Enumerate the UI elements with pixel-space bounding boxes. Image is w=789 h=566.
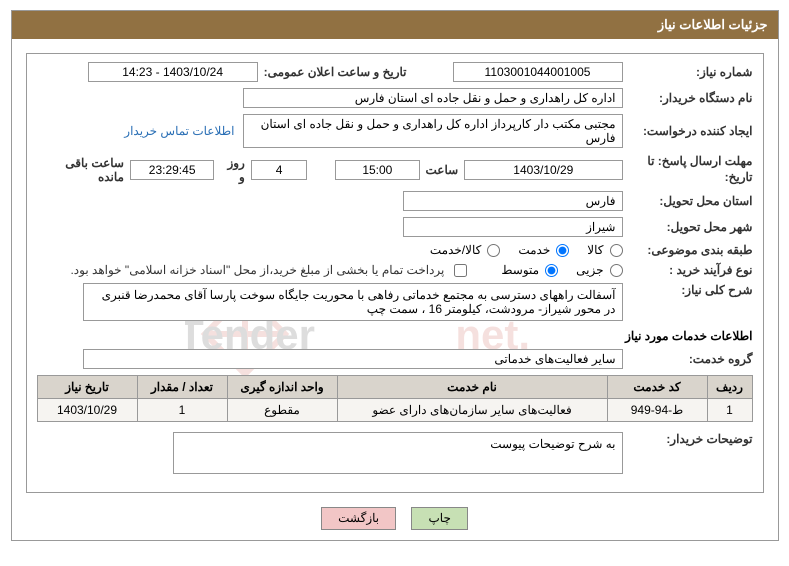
deadline-date: 1403/10/29 bbox=[464, 160, 622, 180]
announce-label: تاریخ و ساعت اعلان عمومی: bbox=[258, 65, 413, 79]
radio-medium[interactable] bbox=[545, 264, 558, 277]
radio-goods-label: کالا bbox=[587, 243, 603, 257]
deadline-remain-label: ساعت باقی مانده bbox=[36, 156, 130, 184]
row-need-desc: شرح کلی نیاز: آسفالت راههای دسترسی به مج… bbox=[37, 283, 753, 321]
services-section-title: اطلاعات خدمات مورد نیاز bbox=[37, 329, 753, 343]
th-code: کد خدمت bbox=[607, 376, 707, 399]
need-desc-label: شرح کلی نیاز: bbox=[623, 283, 753, 297]
panel-title: جزئیات اطلاعات نیاز bbox=[658, 17, 768, 32]
td-qty: 1 bbox=[137, 399, 227, 422]
radio-service[interactable] bbox=[556, 244, 569, 257]
service-group-value: سایر فعالیت‌های خدماتی bbox=[83, 349, 623, 369]
radio-goods[interactable] bbox=[610, 244, 623, 257]
th-qty: تعداد / مقدار bbox=[137, 376, 227, 399]
row-category: طبقه بندی موضوعی: کالا خدمت کالا/خدمت bbox=[37, 243, 753, 257]
row-buyer-notes: توضیحات خریدار: به شرح توضیحات پیوست bbox=[37, 432, 753, 474]
need-number-label: شماره نیاز: bbox=[623, 65, 753, 79]
requester-label: ایجاد کننده درخواست: bbox=[623, 124, 753, 138]
deadline-time-label: ساعت bbox=[420, 163, 465, 177]
buyer-notes-value: به شرح توضیحات پیوست bbox=[173, 432, 623, 474]
td-unit: مقطوع bbox=[227, 399, 337, 422]
need-number-value: 1103001044001005 bbox=[453, 62, 623, 82]
need-desc-value: آسفالت راههای دسترسی به مجتمع خدماتی رفا… bbox=[83, 283, 623, 321]
row-city: شهر محل تحویل: شیراز bbox=[37, 217, 753, 237]
deadline-countdown: 23:29:45 bbox=[130, 160, 214, 180]
treasury-note: پرداخت تمام یا بخشی از مبلغ خرید،از محل … bbox=[70, 263, 450, 277]
th-date: تاریخ نیاز bbox=[37, 376, 137, 399]
city-label: شهر محل تحویل: bbox=[623, 220, 753, 234]
row-need-number: شماره نیاز: 1103001044001005 تاریخ و ساع… bbox=[37, 62, 753, 82]
radio-service-label: خدمت bbox=[518, 243, 550, 257]
buyer-org-label: نام دستگاه خریدار: bbox=[623, 91, 753, 105]
row-requester: ایجاد کننده درخواست: مجتبی مکتب دار کارپ… bbox=[37, 114, 753, 148]
main-panel: جزئیات اطلاعات نیاز AriaTender .net شمار… bbox=[11, 10, 779, 541]
deadline-days: 4 bbox=[251, 160, 308, 180]
radio-both-label: کالا/خدمت bbox=[430, 243, 481, 257]
category-label: طبقه بندی موضوعی: bbox=[623, 243, 753, 257]
panel-header: جزئیات اطلاعات نیاز bbox=[12, 11, 778, 39]
td-row: 1 bbox=[707, 399, 752, 422]
contact-link[interactable]: اطلاعات تماس خریدار bbox=[124, 124, 242, 138]
province-value: فارس bbox=[403, 191, 623, 211]
table-header-row: ردیف کد خدمت نام خدمت واحد اندازه گیری ت… bbox=[37, 376, 752, 399]
radio-both[interactable] bbox=[487, 244, 500, 257]
td-name: فعالیت‌های سایر سازمان‌های دارای عضو bbox=[337, 399, 607, 422]
buyer-notes-label: توضیحات خریدار: bbox=[623, 432, 753, 446]
purchase-type-label: نوع فرآیند خرید : bbox=[623, 263, 753, 277]
td-code: ط-94-949 bbox=[607, 399, 707, 422]
td-date: 1403/10/29 bbox=[37, 399, 137, 422]
buyer-org-value: اداره کل راهداری و حمل و نقل جاده ای است… bbox=[243, 88, 623, 108]
print-button[interactable]: چاپ bbox=[411, 507, 467, 530]
table-row: 1 ط-94-949 فعالیت‌های سایر سازمان‌های دا… bbox=[37, 399, 752, 422]
province-label: استان محل تحویل: bbox=[623, 194, 753, 208]
th-unit: واحد اندازه گیری bbox=[227, 376, 337, 399]
th-name: نام خدمت bbox=[337, 376, 607, 399]
radio-medium-label: متوسط bbox=[501, 263, 539, 277]
back-button[interactable]: بازگشت bbox=[321, 507, 396, 530]
city-value: شیراز bbox=[403, 217, 623, 237]
th-row: ردیف bbox=[707, 376, 752, 399]
deadline-time: 15:00 bbox=[335, 160, 419, 180]
button-row: چاپ بازگشت bbox=[12, 507, 778, 530]
services-table: ردیف کد خدمت نام خدمت واحد اندازه گیری ت… bbox=[37, 375, 753, 422]
row-province: استان محل تحویل: فارس bbox=[37, 191, 753, 211]
checkbox-treasury[interactable] bbox=[454, 264, 467, 277]
row-service-group: گروه خدمت: سایر فعالیت‌های خدماتی bbox=[37, 349, 753, 369]
deadline-label: مهلت ارسال پاسخ: تا تاریخ: bbox=[623, 154, 753, 185]
content-panel: AriaTender .net شماره نیاز: 110300104400… bbox=[26, 53, 764, 493]
announce-value: 1403/10/24 - 14:23 bbox=[88, 62, 258, 82]
service-group-label: گروه خدمت: bbox=[623, 352, 753, 366]
row-buyer-org: نام دستگاه خریدار: اداره کل راهداری و حم… bbox=[37, 88, 753, 108]
row-deadline: مهلت ارسال پاسخ: تا تاریخ: 1403/10/29 سا… bbox=[37, 154, 753, 185]
radio-partial[interactable] bbox=[610, 264, 623, 277]
requester-value: مجتبی مکتب دار کارپرداز اداره کل راهداری… bbox=[243, 114, 623, 148]
row-purchase-type: نوع فرآیند خرید : جزیی متوسط پرداخت تمام… bbox=[37, 263, 753, 277]
deadline-days-label: روز و bbox=[214, 156, 251, 184]
radio-partial-label: جزیی bbox=[576, 263, 603, 277]
